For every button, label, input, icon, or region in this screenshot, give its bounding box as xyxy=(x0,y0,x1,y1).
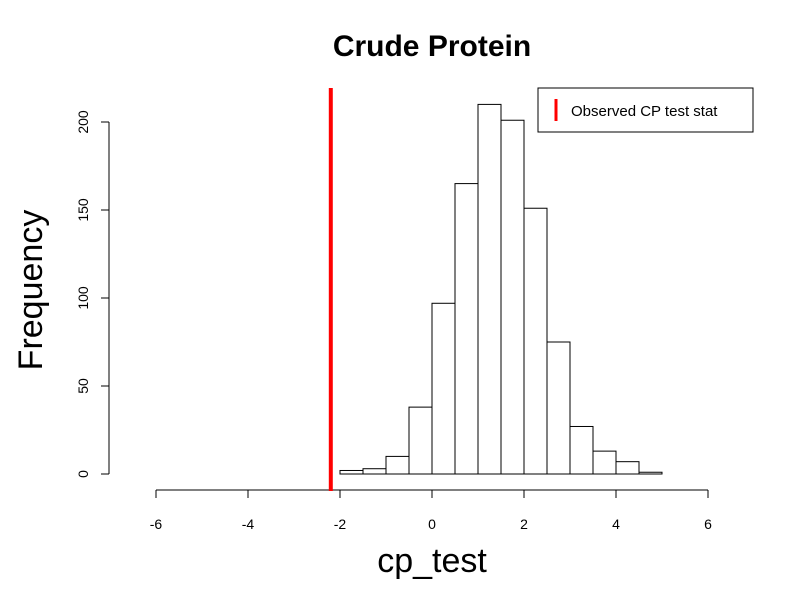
legend: Observed CP test stat xyxy=(537,87,754,133)
histogram-bars xyxy=(339,103,663,475)
x-tick-label: 0 xyxy=(428,516,436,532)
histogram-bar xyxy=(431,302,456,475)
y-tick-label: 100 xyxy=(75,286,91,310)
legend-box xyxy=(537,87,754,133)
histogram-bar xyxy=(546,341,571,475)
x-tick-label: -2 xyxy=(334,516,347,532)
x-axis-title: cp_test xyxy=(377,542,487,580)
x-tick-label: 6 xyxy=(704,516,712,532)
x-tick-label: -6 xyxy=(150,516,163,532)
x-tick-label: 4 xyxy=(612,516,620,532)
histogram-bar xyxy=(362,468,387,475)
y-tick-label: 200 xyxy=(75,110,91,134)
histogram-bar xyxy=(523,207,548,475)
y-tick-label: 150 xyxy=(75,198,91,222)
x-tick-label: 2 xyxy=(520,516,528,532)
chart-title: Crude Protein xyxy=(333,30,531,63)
histogram-bar xyxy=(339,469,364,475)
histogram-bar xyxy=(569,425,594,475)
y-tick-label: 0 xyxy=(75,470,91,478)
histogram-bar xyxy=(500,119,525,475)
histogram-bar xyxy=(638,471,663,475)
histogram-bar xyxy=(454,183,479,475)
y-axis: 0 50 100 150 200 xyxy=(75,110,110,478)
histogram-bar xyxy=(477,103,502,475)
y-tick-label: 50 xyxy=(75,378,91,394)
histogram-bar xyxy=(615,461,640,475)
histogram-bar xyxy=(408,406,433,475)
histogram-bar xyxy=(592,450,617,475)
x-tick-label: -4 xyxy=(242,516,255,532)
histogram-bar xyxy=(385,455,410,475)
y-axis-title: Frequency xyxy=(12,210,50,371)
legend-label-observed: Observed CP test stat xyxy=(571,103,718,120)
x-axis: -6 -4 -2 0 2 4 6 xyxy=(150,489,712,532)
